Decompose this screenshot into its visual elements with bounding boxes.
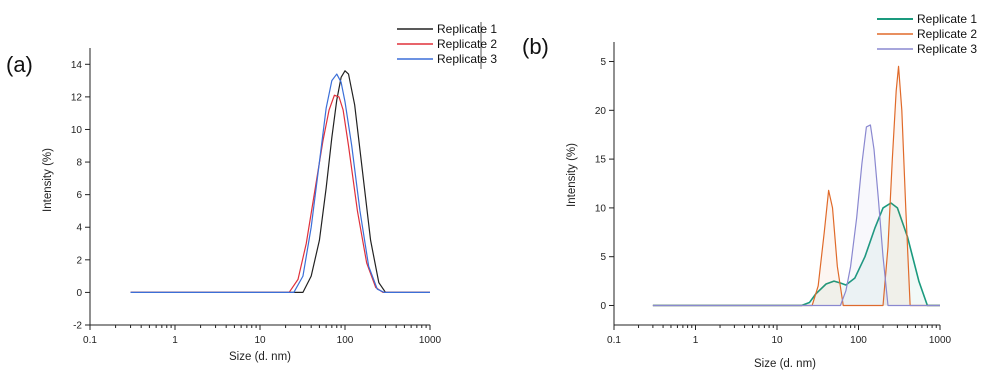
y-tick-label: 5 (600, 252, 606, 263)
panel-label-a: (a) (6, 52, 33, 77)
x-tick-label: 10 (254, 335, 266, 346)
legend-label-2: Replicate 2 (437, 37, 497, 51)
chart-panel-a: (a) 0.1 1 10 100 1000 -2 0 2 4 6 8 10 12 14 Size (d. … (6, 20, 497, 363)
y-tick-label: 2 (76, 255, 82, 266)
x-tick-label: 100 (850, 335, 867, 346)
axes-b: 0.1 1 10 100 1000 0 5 10 15 20 5 (595, 42, 952, 346)
series-fill-2 (652, 66, 940, 306)
legend-label-2: Replicate 2 (917, 27, 977, 41)
series-fill-1 (652, 203, 940, 306)
x-axis-label-b: Size (d. nm) (754, 358, 816, 370)
x-tick-label: 1000 (419, 335, 442, 346)
y-axis-label-b: Intensity (%) (566, 143, 578, 207)
x-tick-label: 0.1 (83, 335, 97, 346)
y-tick-label: 0 (76, 288, 82, 299)
legend-label-3: Replicate 3 (437, 52, 497, 66)
series-line-1 (130, 70, 430, 294)
x-tick-label: 1000 (929, 335, 952, 346)
y-tick-label: 6 (76, 190, 82, 201)
y-tick-label: 14 (71, 60, 83, 71)
legend-label-1: Replicate 1 (437, 22, 497, 36)
series-a (130, 70, 430, 294)
series-line-2 (130, 94, 430, 294)
y-tick-label: 10 (595, 203, 607, 214)
y-tick-label: 5 (600, 57, 606, 68)
series-line-3 (130, 73, 430, 294)
y-tick-label: 15 (595, 155, 607, 166)
axes-a: 0.1 1 10 100 1000 -2 0 2 4 6 8 10 12 14 (71, 48, 442, 346)
legend-label-3: Replicate 3 (917, 42, 977, 56)
series-line-2 (652, 65, 940, 307)
panel-label-b: (b) (522, 34, 549, 59)
y-tick-label: 4 (76, 223, 82, 234)
x-tick-label: 0.1 (607, 335, 621, 346)
legend-label-1: Replicate 1 (917, 12, 977, 26)
y-axis-label-a: Intensity (%) (42, 148, 54, 212)
x-tick-label: 100 (337, 335, 354, 346)
x-axis-label-a: Size (d. nm) (229, 351, 291, 363)
x-tick-label: 1 (172, 335, 178, 346)
y-tick-label: -2 (73, 321, 82, 332)
y-tick-label: 10 (71, 125, 83, 136)
x-tick-label: 10 (771, 335, 783, 346)
series-line-3 (652, 124, 940, 307)
y-tick-label: 20 (595, 106, 607, 117)
series-b (652, 65, 940, 307)
y-tick-label: 12 (71, 92, 83, 103)
series-fill-3 (652, 124, 940, 306)
y-tick-label: 0 (600, 301, 606, 312)
x-tick-label: 1 (693, 335, 699, 346)
y-tick-label: 8 (76, 158, 82, 169)
